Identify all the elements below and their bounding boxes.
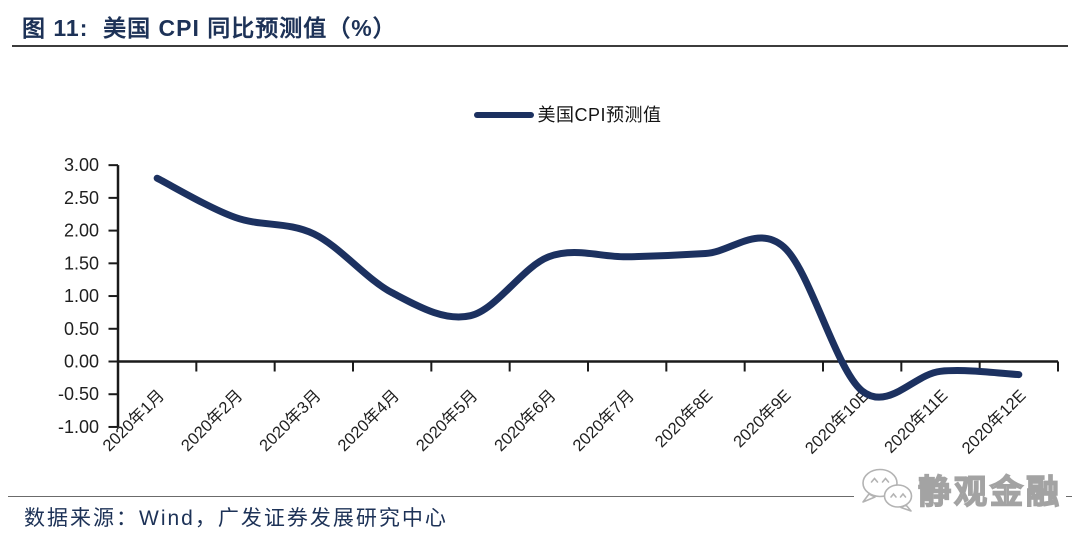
x-axis-tick-label: 2020年5月 <box>412 386 481 455</box>
x-axis-tick-label: 2020年8E <box>651 386 716 451</box>
data-source: 数据来源：Wind，广发证券发展研究中心 <box>24 507 448 530</box>
x-axis-tick-label: 2020年9E <box>729 386 794 451</box>
x-axis-tick-label: 2020年6月 <box>490 386 559 455</box>
x-axis-tick-label: 2020年10E <box>801 386 873 458</box>
watermark-label: 静观金融 <box>917 472 1062 510</box>
y-axis-tick-label: 1.50 <box>64 253 99 273</box>
x-axis-tick-label: 2020年2月 <box>177 386 246 455</box>
figure-title: 图 11: 美国 CPI 同比预测值（%） <box>22 15 397 41</box>
y-axis-tick-label: -0.50 <box>58 384 99 404</box>
legend-line-swatch <box>474 112 535 118</box>
y-axis-tick-label: -1.00 <box>58 417 99 437</box>
legend-label: 美国CPI预测值 <box>537 105 662 125</box>
footer-divider <box>8 496 1072 497</box>
y-axis-tick-label: 2.50 <box>64 188 99 208</box>
title-divider <box>12 45 1068 47</box>
watermark: 静观金融 <box>854 461 1066 517</box>
cpi-forecast-line <box>153 174 1023 401</box>
x-axis-tick-label: 2020年4月 <box>334 386 403 455</box>
wechat-icon <box>862 468 913 512</box>
x-axis-tick-label: 2020年3月 <box>255 386 324 455</box>
y-axis-tick-label: 1.00 <box>64 286 99 306</box>
y-axis-tick-label: 2.00 <box>64 221 99 241</box>
y-axis-tick-label: 0.00 <box>64 352 99 372</box>
chart-legend: 美国CPI预测值 <box>28 101 1080 127</box>
x-axis-tick-label: 2020年12E <box>958 386 1030 458</box>
y-axis-tick-label: 3.00 <box>64 155 99 175</box>
x-axis-tick-label: 2020年7月 <box>569 386 638 455</box>
x-axis-tick-label: 2020年1月 <box>99 386 168 455</box>
y-axis-tick-label: 0.50 <box>64 319 99 339</box>
